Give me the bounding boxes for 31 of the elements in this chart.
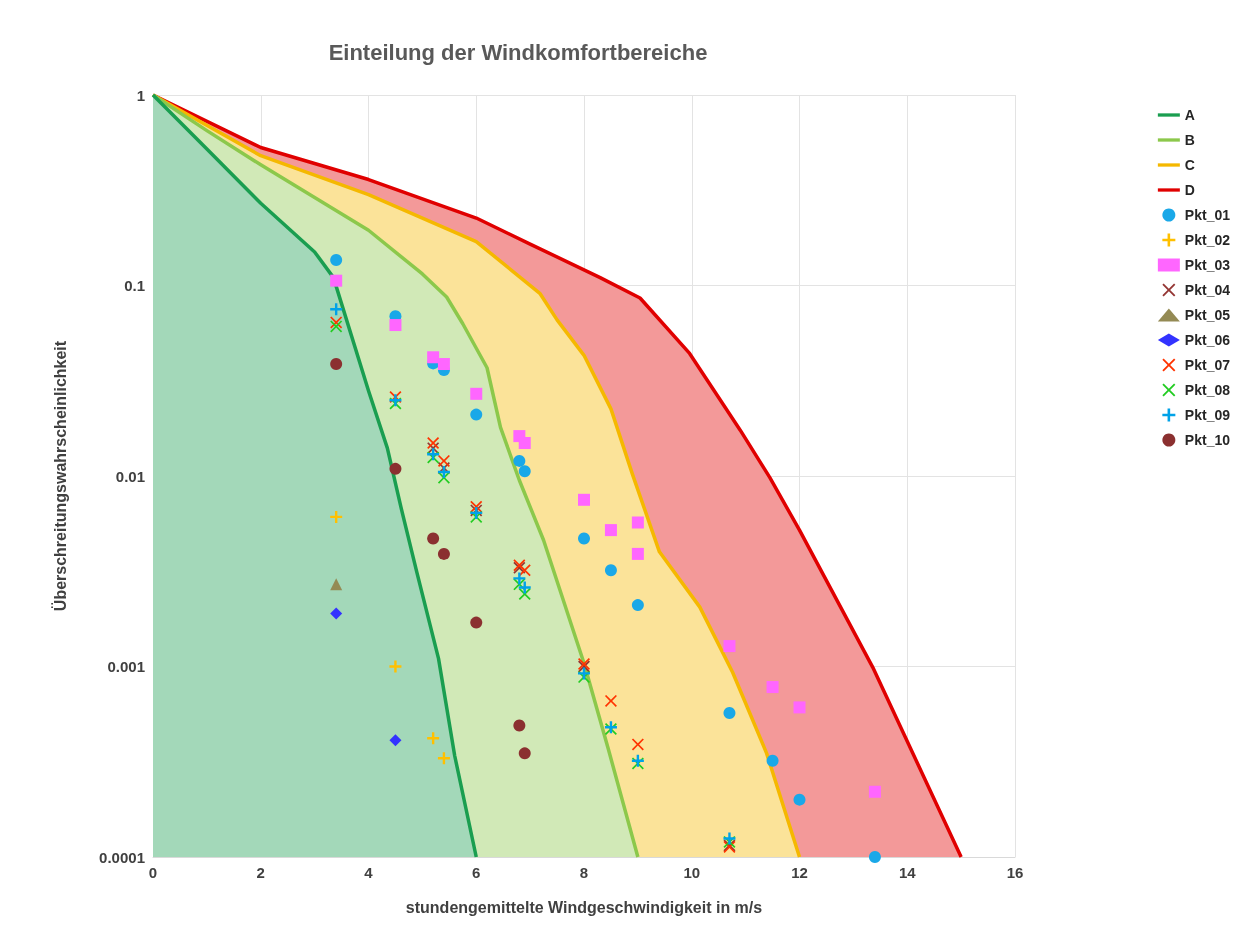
legend-label: Pkt_04 <box>1184 282 1231 298</box>
chart-title: Einteilung der Windkomfortbereiche <box>328 39 708 65</box>
legend-label: Pkt_06 <box>1184 332 1231 348</box>
x-tick-label: 6 <box>472 864 481 881</box>
x-tick-label: 14 <box>898 864 917 881</box>
legend-label: D <box>1184 182 1195 198</box>
legend-label: Pkt_02 <box>1184 232 1231 248</box>
legend-label: B <box>1184 132 1195 148</box>
x-tick-label: 10 <box>683 864 701 881</box>
y-tick-label: 0.01 <box>115 467 145 485</box>
legend-label: C <box>1184 157 1195 173</box>
x-tick-label: 4 <box>364 864 374 881</box>
x-tick-label: 12 <box>791 864 808 881</box>
x-tick-label: 16 <box>1006 864 1024 881</box>
x-tick-label: 8 <box>579 864 589 881</box>
legend-label: Pkt_01 <box>1184 207 1231 223</box>
y-tick-label: 0.001 <box>107 658 145 675</box>
legend-label: A <box>1184 107 1195 123</box>
legend-label: Pkt_10 <box>1184 432 1231 448</box>
x-tick-label: 0 <box>148 864 158 881</box>
y-axis-title: Überschreitungswahrscheinlichkeit <box>50 340 69 612</box>
legend-label: Pkt_08 <box>1184 382 1231 398</box>
x-axis-title: stundengemittelte Windgeschwindigkeit in m/s <box>405 898 763 916</box>
legend-label: Pkt_09 <box>1184 407 1231 423</box>
y-tick-label: 0.1 <box>124 277 145 294</box>
y-tick-label: 0.0001 <box>99 848 145 866</box>
y-tick-label: 1 <box>136 86 145 104</box>
legend-label: Pkt_05 <box>1184 307 1231 323</box>
x-tick-label: 2 <box>256 864 265 881</box>
legend-label: Pkt_03 <box>1184 257 1231 273</box>
legend-label: Pkt_07 <box>1184 357 1231 373</box>
